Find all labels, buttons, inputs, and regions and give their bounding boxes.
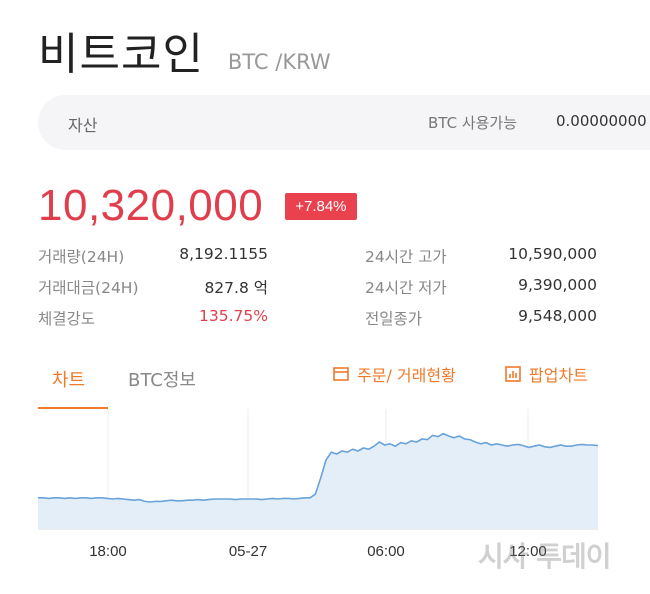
stat-volume: 거래량(24H) 8,192.1155 (38, 245, 268, 276)
window-icon (333, 366, 349, 382)
tab-chart[interactable]: 차트 (52, 370, 86, 391)
watermark: 시사 투데이 (478, 540, 612, 573)
stat-label: 거래대금(24H) (38, 279, 139, 297)
stat-trade-amount: 거래대금(24H) 827.8 억 (38, 276, 268, 307)
stat-value: 9,548,000 (518, 307, 597, 325)
popup-chart-link[interactable]: 팝업차트 (505, 362, 588, 386)
bar-chart-icon (505, 366, 521, 382)
current-price: 10,320,000 (38, 181, 264, 230)
chart-svg: 18:00 05-27 06:00 12:00 (38, 409, 598, 560)
stat-value: 827.8 억 (204, 279, 268, 297)
x-tick-label: 18:00 (89, 543, 127, 560)
stat-high: 24시간 고가 10,590,000 (365, 245, 597, 276)
stat-label: 체결강도 (38, 310, 96, 328)
tab-bar: 차트 BTC정보 주문/ 거래현황 팝업차트 (38, 352, 598, 410)
x-axis-ticks: 18:00 05-27 06:00 12:00 (89, 543, 547, 560)
order-history-link[interactable]: 주문/ 거래현황 (333, 362, 456, 386)
coin-name: 비트코인 (38, 29, 204, 80)
trading-pair: BTC /KRW (227, 50, 331, 74)
stat-low: 24시간 저가 9,390,000 (365, 276, 597, 307)
change-badge: +7.84% (285, 192, 357, 220)
stats-right: 24시간 고가 10,590,000 24시간 저가 9,390,000 전일종… (365, 245, 597, 338)
stats-left: 거래량(24H) 8,192.1155 거래대금(24H) 827.8 억 체결… (38, 245, 268, 338)
stat-label: 24시간 저가 (365, 279, 447, 297)
x-tick-label: 12:00 (509, 543, 547, 560)
price-area (38, 433, 598, 529)
stat-prev-close: 전일종가 9,548,000 (365, 307, 597, 338)
x-tick-label: 06:00 (367, 543, 405, 560)
stat-label: 전일종가 (365, 310, 423, 328)
stat-value: 9,390,000 (518, 276, 597, 294)
available-value: 0.00000000 (556, 112, 647, 130)
x-tick-label: 05-27 (229, 543, 267, 560)
available-label: BTC 사용가능 (428, 114, 518, 132)
order-history-label: 주문/ 거래현황 (357, 366, 456, 385)
active-tab-indicator (38, 407, 108, 409)
stat-value: 8,192.1155 (179, 245, 268, 263)
stat-label: 24시간 고가 (365, 248, 447, 266)
stat-value: 135.75% (199, 307, 268, 325)
stat-strength: 체결강도 135.75% (38, 307, 268, 338)
asset-label: 자산 (68, 116, 98, 135)
price-line (38, 432, 598, 503)
stat-label: 거래량(24H) (38, 248, 125, 266)
asset-bar: 자산 BTC 사용가능 0.00000000 (38, 95, 650, 150)
stat-value: 10,590,000 (508, 245, 597, 263)
price-row: 10,320,000 +7.84% (38, 181, 357, 231)
tab-btc-info[interactable]: BTC정보 (128, 370, 196, 391)
price-chart[interactable]: 18:00 05-27 06:00 12:00 (38, 409, 598, 594)
title-row: 비트코인 BTC /KRW (38, 18, 331, 82)
popup-chart-label: 팝업차트 (529, 366, 588, 385)
